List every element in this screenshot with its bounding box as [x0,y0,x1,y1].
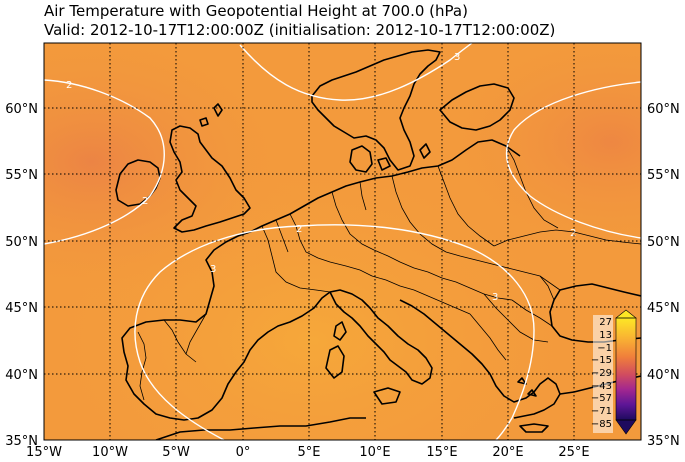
lon-tick-label: 0° [236,445,251,460]
lon-tick-label: 10°W [92,445,128,460]
contour-label: 3 [492,292,498,303]
contour-label: 3 [210,264,216,275]
colorbar-label: −1 [597,343,612,354]
colorbar-label: −85 [591,419,612,430]
valid-time-subtitle: Valid: 2012-10-17T12:00:00Z (initialisat… [44,21,556,39]
colorbar-label: −43 [591,381,612,392]
lat-tick-label: 45°N [647,301,680,316]
lat-tick-label: 40°N [5,368,38,383]
lat-tick-label: 55°N [647,168,680,183]
colorbar [615,309,637,435]
colorbar-label: −57 [591,393,612,404]
lon-tick-label: 10°E [359,445,390,460]
lon-tick-label: 25°E [558,445,589,460]
lat-tick-label: 50°N [647,235,680,250]
latitude-labels-left: 60°N 55°N 50°N 45°N 40°N 35°N [5,102,38,449]
map-frame [43,42,642,441]
lat-tick-label: 40°N [647,368,680,383]
map-title: Air Temperature with Geopotential Height… [44,2,468,20]
longitude-labels: 15°W 10°W 5°W 0° 5°E 10°E 15°E 20°E 25°E [26,445,590,460]
colorbar-label: −29 [591,368,612,379]
lat-tick-label: 55°N [5,168,38,183]
lat-tick-label: 50°N [5,235,38,250]
colorbar-label: −71 [591,406,612,417]
lon-tick-label: 15°W [26,445,62,460]
lat-tick-label: 35°N [5,434,38,449]
lat-tick-label: 35°N [647,434,680,449]
lat-tick-label: 60°N [647,102,680,117]
colorbar-labels: 27 13 −1 −15 −29 −43 −57 −71 −85 [591,315,613,433]
contour-label: 2 [142,196,148,207]
lat-tick-label: 60°N [5,102,38,117]
graticule [44,43,641,440]
coastlines [115,49,641,440]
contour-labels: 2 3 2 3 2 2 3 [66,52,576,303]
lat-tick-label: 45°N [5,301,38,316]
colorbar-label: 13 [599,330,612,341]
latitude-labels-right: 60°N 55°N 50°N 45°N 40°N 35°N [647,102,680,449]
contour-label: 2 [66,80,72,91]
lon-tick-label: 5°E [298,445,321,460]
lon-tick-label: 15°E [426,445,457,460]
colorbar-label: 27 [599,317,612,328]
contour-label: 3 [454,52,460,63]
colorbar-label: −15 [591,355,612,366]
lon-tick-label: 5°W [162,445,190,460]
lon-tick-label: 20°E [492,445,523,460]
contour-label: 2 [570,228,576,239]
contour-label: 2 [296,224,302,235]
